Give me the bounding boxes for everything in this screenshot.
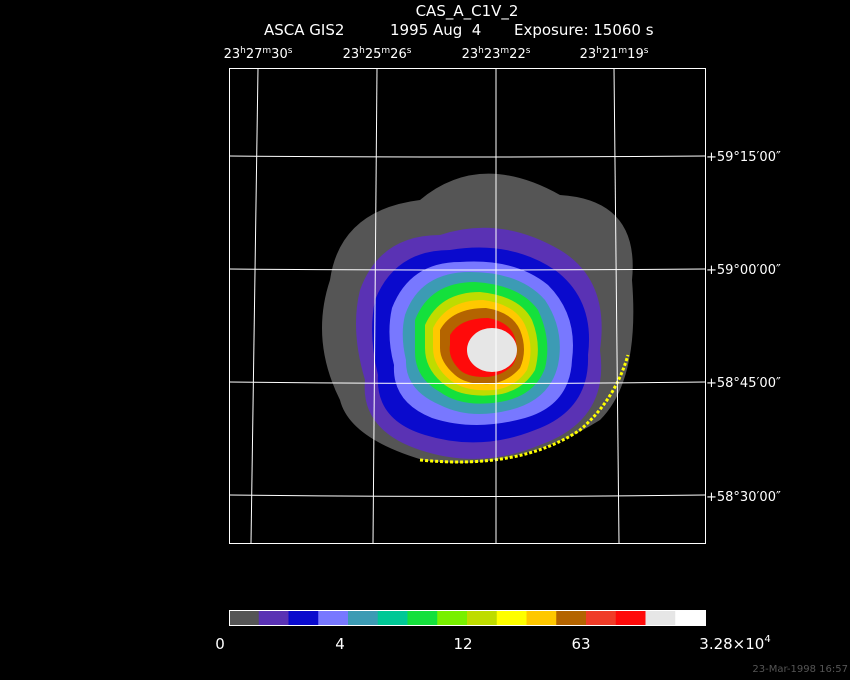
ra-unit: s — [407, 46, 412, 56]
ra-unit: m — [618, 46, 627, 56]
ra-unit: m — [500, 46, 509, 56]
ra-value: 23 — [224, 47, 241, 62]
ra-grid-line — [250, 67, 259, 544]
dec-labels: +59°15′00″ +59°00′00″ +58°45′00″ +58°30′00″ — [706, 150, 781, 505]
colorbar-swatch — [496, 610, 527, 625]
colorbar-swatch — [437, 610, 468, 625]
ra-label: 23h23m22s — [462, 46, 531, 62]
edge — [419, 354, 630, 464]
frame — [229, 68, 706, 544]
colorbar-value: 12 — [453, 635, 472, 653]
ra-grid-line — [613, 67, 620, 544]
ra-label: 23h21m19s — [580, 46, 649, 62]
colorbar-swatch — [348, 610, 379, 625]
dec-grid-line — [228, 381, 706, 384]
ra-value: 27 — [246, 47, 263, 62]
dec-grid-line — [228, 155, 706, 158]
ra-label: 23h25m26s — [343, 46, 412, 62]
colorbar-swatch — [318, 610, 349, 625]
colorbar-frame — [229, 610, 706, 626]
colorbar-swatch — [377, 610, 408, 625]
colorbar-swatch — [407, 610, 438, 625]
colorbar-swatch — [258, 610, 289, 625]
ra-value: 25 — [365, 47, 382, 62]
dec-label: +59°15′00″ — [706, 150, 781, 165]
colorbar-label: 4 — [335, 635, 345, 653]
colorbar-swatch — [675, 610, 706, 625]
ra-value: 23 — [484, 47, 501, 62]
dec-label: +58°30′00″ — [706, 490, 781, 505]
colorbar-value: 3.28×10 — [699, 635, 764, 653]
colorbar-swatch — [586, 610, 617, 625]
ra-unit: s — [526, 46, 531, 56]
ra-value: 19 — [627, 47, 644, 62]
colorbar-swatch — [556, 610, 587, 625]
colorbar-swatch — [645, 610, 676, 625]
ra-value: 30 — [271, 47, 288, 62]
colorbar-swatch — [288, 610, 319, 625]
ra-labels: 23h27m30s 23h25m26s 23h23m22s 23h21m19s — [224, 46, 649, 62]
colorbar-label: 3.28×104 — [699, 634, 770, 653]
dec-grid-line — [228, 268, 706, 271]
ra-value: 23 — [343, 47, 360, 62]
exposure: Exposure: 15060 s — [514, 21, 654, 39]
ra-unit: s — [644, 46, 649, 56]
ra-unit: h — [240, 46, 246, 56]
colorbar-label: 12 — [453, 635, 472, 653]
ra-unit: m — [262, 46, 271, 56]
colorbar-swatch — [229, 610, 260, 625]
ra-unit: h — [596, 46, 602, 56]
dec-label: +58°45′00″ — [706, 376, 781, 391]
coordinate-grid — [228, 67, 706, 544]
colorbar-swatch — [526, 610, 557, 625]
dec-grid-line — [228, 494, 706, 497]
ra-value: 26 — [390, 47, 407, 62]
instrument: ASCA GIS2 — [264, 21, 344, 39]
image — [322, 173, 634, 464]
ra-value: 22 — [509, 47, 526, 62]
ra-label: 23h27m30s — [224, 46, 293, 62]
dec-label: +59°00′00″ — [706, 263, 781, 278]
ra-value: 21 — [602, 47, 619, 62]
core — [467, 328, 517, 372]
ra-unit: h — [478, 46, 484, 56]
colorbar-labels: 0 4 12 63 3.28×104 — [215, 634, 770, 653]
ra-unit: h — [359, 46, 365, 56]
colorbar-label: 0 — [215, 635, 225, 653]
colorbar-value: 63 — [571, 635, 590, 653]
date: 1995 Aug 4 — [390, 21, 481, 39]
title: CAS_A_C1V_2 — [416, 2, 519, 21]
colorbar-swatch — [615, 610, 646, 625]
colorbar-value: 0 — [215, 635, 225, 653]
ra-unit: s — [288, 46, 293, 56]
colorbar-label: 63 — [571, 635, 590, 653]
timestamp: 23-Mar-1998 16:57 — [752, 664, 848, 675]
ra-value: 23 — [580, 47, 597, 62]
colorbar-swatch — [467, 610, 498, 625]
ra-grid-line — [372, 67, 378, 544]
colorbar-exponent: 4 — [764, 634, 770, 645]
colorbar-value: 4 — [335, 635, 345, 653]
colorbar — [229, 610, 706, 626]
ra-unit: m — [381, 46, 390, 56]
ra-value: 23 — [462, 47, 479, 62]
